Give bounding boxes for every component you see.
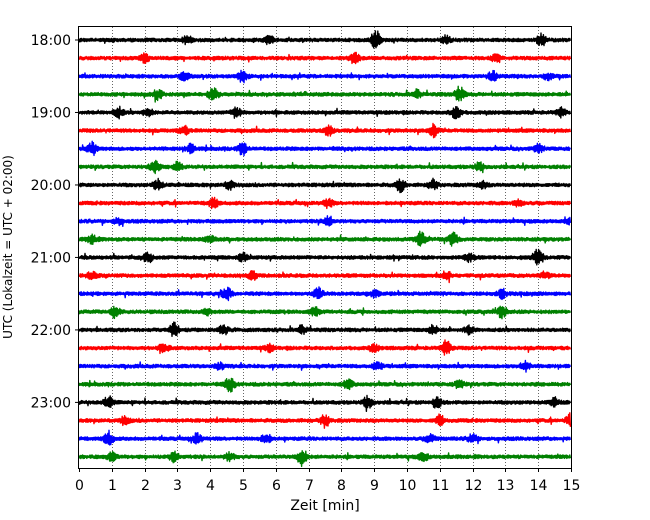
y-axis-label: UTC (Lokalzeit = UTC + 02:00) [1, 155, 15, 339]
x-tick-label-5: 5 [239, 478, 248, 494]
trace-19:45 [78, 159, 572, 175]
trace-19:15 [78, 122, 572, 139]
trace-19:30 [78, 140, 572, 157]
trace-22:45 [78, 377, 572, 393]
trace-20:45 [78, 230, 572, 247]
y-tick-label-12: 21:00 [31, 250, 71, 266]
x-tick-label-0: 0 [75, 478, 84, 494]
trace-18:00 [78, 30, 572, 49]
y-tick-label-16: 22:00 [31, 323, 71, 339]
y-tick-label-0: 18:00 [31, 33, 71, 49]
x-axis-label: Zeit [min] [290, 498, 359, 514]
x-tick-label-10: 10 [399, 478, 417, 494]
trace-22:15 [78, 339, 572, 356]
trace-18:45 [78, 85, 572, 103]
trace-18:15 [78, 51, 572, 65]
trace-23:30 [78, 429, 572, 446]
trace-20:15 [78, 196, 572, 210]
y-tick-label-8: 20:00 [31, 178, 71, 194]
x-tick-label-8: 8 [337, 478, 346, 494]
x-tick-label-6: 6 [272, 478, 281, 494]
trace-20:30 [78, 215, 572, 227]
y-axis-ticks: 18:00 19:00 20:00 21:00 22:00 23:00 [31, 33, 79, 411]
x-tick-label-13: 13 [497, 478, 515, 494]
trace-20:00 [78, 177, 572, 194]
trace-21:15 [78, 270, 572, 284]
trace-18:30 [78, 69, 572, 84]
plot-frame [78, 26, 572, 469]
y-tick-label-4: 19:00 [31, 105, 71, 121]
trace-23:15 [78, 412, 572, 429]
x-tick-label-3: 3 [173, 478, 182, 494]
x-tick-label-1: 1 [108, 478, 117, 494]
x-tick-label-9: 9 [370, 478, 379, 494]
x-axis-ticks: 0 1 2 3 4 5 6 7 8 9 10 11 12 13 14 15 [75, 468, 580, 494]
x-tick-label-14: 14 [530, 478, 548, 494]
x-tick-label-12: 12 [465, 478, 483, 494]
x-tick-label-11: 11 [432, 478, 450, 494]
trace-21:30 [78, 286, 572, 302]
x-tick-label-15: 15 [563, 478, 581, 494]
x-tick-label-4: 4 [206, 478, 215, 494]
trace-21:45 [78, 305, 572, 320]
x-tick-label-2: 2 [141, 478, 150, 494]
trace-22:00 [78, 321, 572, 337]
trace-19:00 [78, 105, 572, 120]
trace-21:00 [78, 248, 572, 266]
trace-23:00 [78, 394, 572, 412]
x-tick-label-7: 7 [305, 478, 314, 494]
trace-22:30 [78, 359, 572, 373]
trace-23:45 [78, 450, 572, 468]
y-tick-label-20: 23:00 [31, 395, 71, 411]
seismogram-traces [78, 30, 572, 468]
